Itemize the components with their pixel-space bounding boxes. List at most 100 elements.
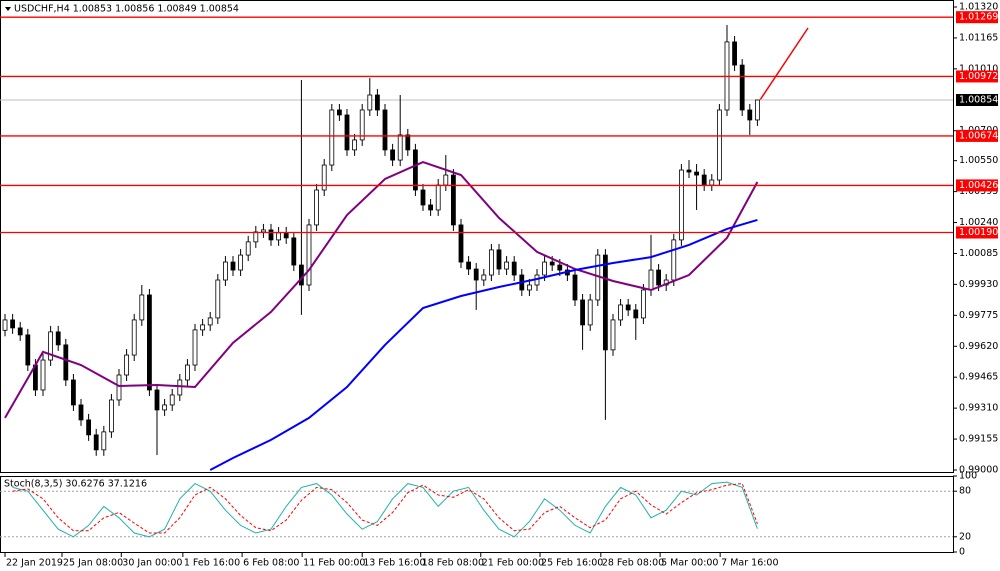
y-tick-label: 0: [959, 547, 965, 558]
candle-body: [276, 232, 282, 241]
candle-body: [291, 237, 297, 266]
candle-body: [116, 374, 122, 401]
x-tick-label: 28 Feb 08:00: [602, 558, 664, 569]
candle-body: [17, 327, 23, 336]
candle-body: [314, 189, 320, 226]
trend-line: [759, 27, 809, 101]
stoch-line: [12, 481, 758, 538]
x-tick-label: 11 Feb 00:00: [303, 558, 365, 569]
candle-body: [450, 174, 456, 226]
candle-body: [496, 249, 502, 270]
candle-body: [428, 204, 433, 211]
moving-average: [209, 218, 758, 471]
y-tick-label: 1.01165: [959, 32, 998, 43]
y-tick-label: 1.00395: [959, 186, 998, 197]
candle-body: [701, 174, 707, 186]
x-tick-label: 21 Feb 00:00: [482, 558, 544, 569]
x-tick-label: 30 Jan 00:00: [122, 558, 182, 569]
candle-body: [230, 261, 236, 271]
candle-body: [169, 394, 175, 406]
menu-arrow: [5, 7, 11, 11]
candle-body: [306, 224, 312, 286]
candle-body: [473, 268, 479, 281]
candle-body: [352, 139, 358, 151]
level-box: [956, 226, 998, 239]
candle-body: [200, 324, 206, 331]
x-tick-label: 5 Mar 00:00: [661, 558, 718, 569]
candle-body: [367, 94, 373, 111]
level-label: 1.00190: [959, 227, 998, 238]
candle-body: [329, 109, 335, 166]
candle-body: [625, 304, 631, 311]
level-label: 1.00674: [959, 130, 998, 141]
candle-body: [261, 229, 266, 233]
candle-body: [55, 331, 61, 346]
candle-body: [671, 239, 677, 281]
x-tick-label: 13 Feb 16:00: [363, 558, 425, 569]
candle-body: [397, 134, 403, 161]
candle-body: [549, 261, 555, 266]
x-tick-label: 25 Feb 16:00: [541, 558, 603, 569]
candle-body: [747, 109, 753, 121]
candle-body: [587, 299, 593, 326]
candle-body: [618, 304, 623, 321]
y-tick-label: 0.99930: [959, 279, 998, 290]
candle-body: [344, 114, 350, 151]
level-box: [956, 129, 998, 142]
candle-body: [739, 64, 745, 111]
stoch-panel: [0, 476, 954, 553]
candle-body: [177, 379, 183, 396]
candle-body: [405, 134, 411, 151]
candle-body: [511, 261, 517, 276]
level-box: [956, 70, 998, 83]
candle-body: [716, 109, 722, 181]
candle-body: [580, 299, 585, 326]
candle-body: [10, 319, 16, 329]
candle-body: [694, 171, 699, 176]
candle-body: [223, 261, 228, 281]
y-tick-label: 0.99465: [959, 372, 998, 383]
y-tick-label: 0.99775: [959, 310, 998, 321]
candle-body: [656, 269, 661, 286]
candle-body: [466, 261, 471, 270]
x-tick-label: 22 Jan 2019: [6, 558, 63, 569]
last-price-box: [956, 93, 998, 106]
level-label: 1.00426: [959, 180, 998, 191]
x-tick-label: 18 Feb 08:00: [422, 558, 484, 569]
y-tick-label: 1.01010: [959, 63, 998, 74]
last-price-label: 1.00854: [959, 94, 998, 105]
moving-average: [4, 161, 759, 419]
candle-body: [215, 279, 221, 319]
y-tick-label: 1.00085: [959, 248, 998, 259]
candle-body: [40, 359, 46, 391]
candle-body: [435, 184, 441, 211]
stoch-title: Stoch(8,3,5) 30.6276 37.1216: [4, 479, 147, 490]
candle-body: [610, 319, 616, 351]
candle-body: [420, 189, 426, 206]
candle-body: [481, 274, 487, 281]
candle-body: [192, 329, 198, 366]
candle-body: [633, 309, 639, 319]
candle-body: [709, 179, 715, 186]
y-tick-label: 0.99000: [959, 465, 998, 476]
candle-body: [488, 249, 494, 276]
candle-body: [78, 404, 84, 421]
candle-body: [147, 294, 152, 391]
candle-body: [337, 109, 342, 116]
candle-body: [245, 241, 251, 256]
x-tick-label: 1 Feb 16:00: [184, 558, 240, 569]
candle-body: [321, 164, 327, 191]
level-label: 1.01269: [959, 12, 998, 23]
candle-body: [390, 149, 395, 161]
candle-body: [268, 229, 274, 241]
chart-title: USDCHF,H4 1.00853 1.00856 1.00849 1.0085…: [14, 4, 239, 15]
candle-body: [640, 289, 646, 319]
candle-body: [2, 319, 8, 331]
candle-body: [443, 174, 449, 186]
candle-body: [86, 419, 92, 436]
candle-body: [238, 254, 244, 271]
y-tick-label: 1.00240: [959, 217, 998, 228]
